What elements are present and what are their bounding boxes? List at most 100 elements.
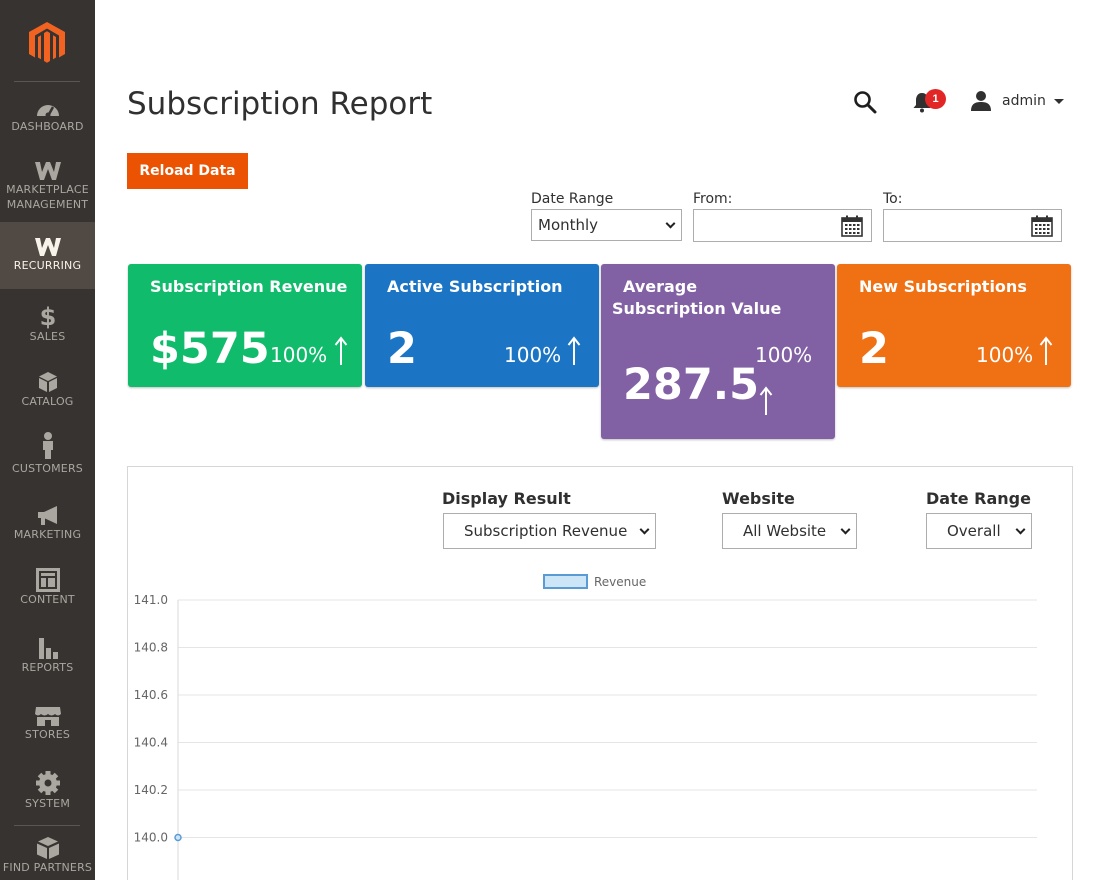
chevron-down-icon bbox=[1053, 98, 1064, 104]
arrow-up-icon bbox=[567, 336, 581, 365]
card-percent: 100% bbox=[504, 343, 562, 367]
chart-date-range-select[interactable]: Overall bbox=[926, 513, 1032, 549]
display-result-label: Display Result bbox=[442, 489, 571, 508]
sidebar-item-label: DASHBOARD bbox=[11, 120, 84, 133]
arrow-up-icon bbox=[1039, 336, 1053, 365]
magento-logo-icon[interactable] bbox=[27, 20, 67, 64]
sidebar-item-customers[interactable]: CUSTOMERS bbox=[0, 431, 95, 481]
user-menu[interactable]: admin bbox=[970, 89, 1064, 113]
card-active-subscription: Active Subscription 2 100% bbox=[365, 264, 599, 387]
sidebar-item-marketing[interactable]: MARKETING bbox=[0, 505, 95, 550]
webkul-icon bbox=[34, 162, 61, 180]
sidebar-item-label: CATALOG bbox=[21, 395, 74, 408]
sidebar-item-label: FIND PARTNERS bbox=[2, 861, 93, 874]
chart-date-range-value: Overall bbox=[947, 522, 1001, 540]
blocks-icon bbox=[36, 837, 59, 859]
website-label: Website bbox=[722, 489, 795, 508]
card-percent: 100% bbox=[755, 343, 813, 367]
sidebar-divider bbox=[14, 81, 80, 82]
sidebar-item-find-partners[interactable]: FIND PARTNERS bbox=[0, 836, 95, 880]
notification-badge[interactable]: 1 bbox=[925, 89, 946, 109]
megaphone-icon bbox=[37, 506, 57, 525]
storefront-icon bbox=[34, 707, 61, 726]
calendar-icon[interactable] bbox=[841, 215, 863, 237]
user-name: admin bbox=[1002, 93, 1046, 109]
sidebar-item-content[interactable]: CONTENT bbox=[0, 568, 95, 613]
card-value: 2 bbox=[387, 324, 417, 374]
legend-swatch bbox=[543, 574, 588, 589]
sidebar-item-label: SALES bbox=[29, 330, 66, 343]
card-percent: 100% bbox=[270, 343, 328, 367]
bar-chart-icon bbox=[38, 638, 58, 659]
sidebar-item-stores[interactable]: STORES bbox=[0, 705, 95, 750]
cube-icon bbox=[38, 372, 57, 392]
calendar-icon[interactable] bbox=[1031, 215, 1053, 237]
sidebar-item-label: MARKETPLACE MANAGEMENT bbox=[6, 183, 89, 211]
display-result-value: Subscription Revenue bbox=[464, 522, 628, 540]
chevron-down-icon bbox=[665, 218, 676, 229]
dashboard-icon bbox=[36, 105, 59, 118]
sidebar-item-label: MARKETING bbox=[13, 528, 82, 541]
y-tick-label: 140.2 bbox=[134, 783, 168, 797]
card-value: 2 bbox=[859, 324, 889, 374]
card-average-subscription-value: Average Subscription Value 287.5 100% bbox=[601, 264, 835, 439]
sidebar-item-label: RECURRING bbox=[13, 259, 82, 272]
svg-text:$: $ bbox=[39, 303, 56, 329]
sidebar-item-label: STORES bbox=[24, 728, 71, 741]
sidebar-item-label: SYSTEM bbox=[24, 797, 71, 810]
date-range-label: Date Range bbox=[531, 191, 614, 207]
chart-date-range-label: Date Range bbox=[926, 489, 1031, 508]
reload-data-button[interactable]: Reload Data bbox=[127, 153, 248, 189]
y-tick-label: 141.0 bbox=[134, 593, 168, 607]
website-value: All Website bbox=[743, 522, 827, 540]
arrow-up-icon bbox=[334, 336, 348, 365]
legend-label: Revenue bbox=[594, 575, 646, 589]
sidebar-item-label: REPORTS bbox=[21, 661, 74, 674]
y-tick-label: 139.8 bbox=[134, 878, 168, 880]
card-value: 287.5 bbox=[623, 360, 760, 410]
sidebar-item-reports[interactable]: REPORTS bbox=[0, 636, 95, 681]
card-title: Subscription Revenue bbox=[150, 277, 348, 296]
gear-icon bbox=[35, 771, 60, 795]
admin-sidebar: DASHBOARD MARKETPLACE MANAGEMENT RECURRI… bbox=[0, 0, 95, 880]
sidebar-item-catalog[interactable]: CATALOG bbox=[0, 370, 95, 415]
arrow-up-icon bbox=[759, 386, 773, 415]
card-percent: 100% bbox=[976, 343, 1034, 367]
revenue-line-chart: Revenue 141.0 140.8 140.6 140.4 140.2 140.0 139… bbox=[134, 574, 1037, 880]
y-tick-label: 140.8 bbox=[134, 641, 168, 655]
card-title: New Subscriptions bbox=[859, 277, 1027, 296]
to-date-input[interactable] bbox=[883, 209, 1062, 242]
card-new-subscriptions: New Subscriptions 2 100% bbox=[837, 264, 1071, 387]
sidebar-item-recurring[interactable]: RECURRING bbox=[0, 222, 95, 289]
website-select[interactable]: All Website bbox=[722, 513, 857, 549]
y-tick-label: 140.4 bbox=[134, 736, 168, 750]
y-tick-label: 140.6 bbox=[134, 688, 168, 702]
webkul-icon bbox=[34, 238, 61, 256]
card-title: Active Subscription bbox=[387, 277, 563, 296]
user-icon bbox=[971, 91, 991, 111]
dollar-icon: $ bbox=[39, 303, 56, 329]
page-title: Subscription Report bbox=[127, 86, 433, 122]
display-result-select[interactable]: Subscription Revenue bbox=[443, 513, 656, 549]
card-value: $575 bbox=[150, 324, 270, 374]
person-icon bbox=[42, 432, 53, 459]
card-subscription-revenue: Subscription Revenue $575 100% bbox=[128, 264, 362, 387]
date-range-select[interactable]: Monthly bbox=[531, 209, 682, 241]
date-range-value: Monthly bbox=[538, 216, 599, 234]
layout-icon bbox=[35, 568, 60, 592]
from-date-input[interactable] bbox=[693, 209, 872, 242]
sidebar-item-marketplace[interactable]: MARKETPLACE MANAGEMENT bbox=[0, 160, 95, 220]
sidebar-item-system[interactable]: SYSTEM bbox=[0, 770, 95, 815]
to-label: To: bbox=[883, 191, 903, 207]
chart-panel: Display Result Subscription Revenue Webs… bbox=[127, 466, 1073, 880]
sidebar-divider bbox=[14, 825, 80, 826]
data-point bbox=[174, 833, 182, 842]
sidebar-item-label: CONTENT bbox=[20, 593, 75, 606]
sidebar-item-dashboard[interactable]: DASHBOARD bbox=[0, 97, 95, 147]
from-label: From: bbox=[693, 191, 733, 207]
card-title: Average Subscription Value bbox=[612, 277, 782, 318]
sidebar-item-label: CUSTOMERS bbox=[12, 462, 83, 475]
search-icon[interactable] bbox=[853, 90, 877, 114]
sidebar-item-sales[interactable]: $ SALES bbox=[0, 303, 95, 348]
y-tick-label: 140.0 bbox=[134, 831, 168, 845]
